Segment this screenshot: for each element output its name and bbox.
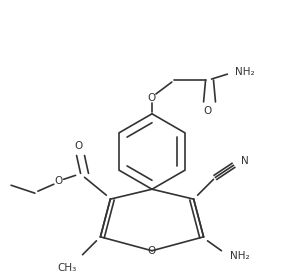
Text: NH₂: NH₂: [235, 67, 255, 77]
Text: O: O: [148, 93, 156, 103]
Text: CH₃: CH₃: [57, 263, 76, 273]
Text: NH₂: NH₂: [230, 251, 250, 261]
Text: N: N: [241, 156, 249, 166]
Text: O: O: [148, 246, 156, 256]
Text: O: O: [203, 106, 212, 116]
Text: O: O: [54, 176, 63, 186]
Text: O: O: [74, 140, 83, 150]
